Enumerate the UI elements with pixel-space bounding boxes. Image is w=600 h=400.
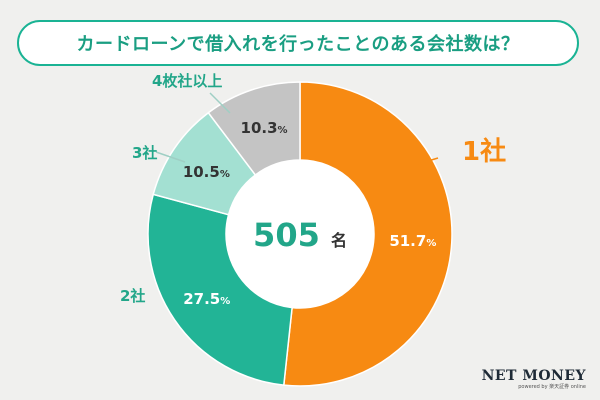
slice-4-category-label: 4枚社以上 xyxy=(152,72,222,90)
slice-1-leader-line xyxy=(417,157,439,165)
slice-2-category-label: 2社 xyxy=(120,287,145,305)
slice-2-value-label: 27.5% xyxy=(183,290,230,308)
center-unit: 名 xyxy=(331,231,347,250)
slice-1-category-label: 1社 xyxy=(462,136,506,167)
logo-subtext: powered by 楽天証券 online xyxy=(518,384,586,390)
donut-hole xyxy=(226,160,374,308)
logo-text: NET MONEY xyxy=(481,368,586,384)
center-value: 505 xyxy=(253,216,320,254)
slice-4-value-label: 10.3% xyxy=(241,119,288,137)
slice-3-value-label: 10.5% xyxy=(183,163,230,181)
center-total: 505 名 xyxy=(253,216,347,254)
title-banner: カードローンで借入れを行ったことのある会社数は？ xyxy=(17,20,579,66)
slice-1-value-label: 51.7% xyxy=(389,232,436,250)
chart-title: カードローンで借入れを行ったことのある会社数は？ xyxy=(76,34,520,55)
slice-4-leader-line xyxy=(209,92,231,114)
brand-logo: NET MONEY powered by 楽天証券 online xyxy=(481,368,586,391)
slice-3-leader-line xyxy=(155,151,186,163)
slice-3-category-label: 3社 xyxy=(132,144,157,162)
